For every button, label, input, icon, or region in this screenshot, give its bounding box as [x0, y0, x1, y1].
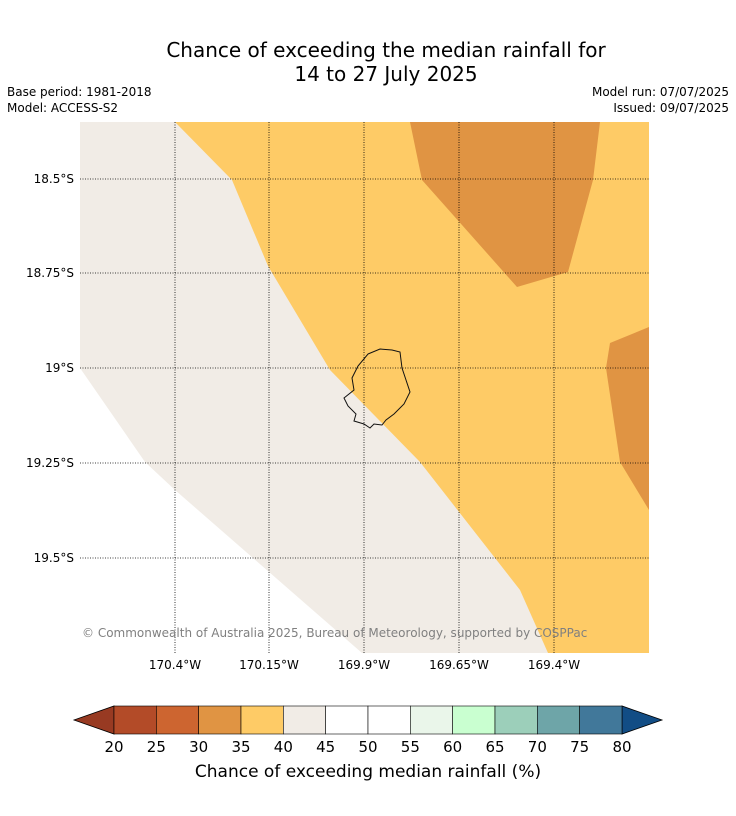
colorbar-segment	[156, 705, 199, 735]
lon-label: 170.15°W	[239, 658, 299, 672]
lon-label: 169.4°W	[528, 658, 580, 672]
colorbar-segment	[198, 705, 242, 735]
colorbar-segment	[367, 705, 411, 735]
title-line-1: Chance of exceeding the median rainfall …	[166, 38, 606, 62]
colorbar-tick-label: 45	[316, 738, 335, 756]
colorbar-segment	[537, 705, 580, 735]
colorbar-tick-label: 65	[485, 738, 504, 756]
colorbar-label: Chance of exceeding median rainfall (%)	[194, 762, 542, 782]
meta-left: Base period: 1981-2018 Model: ACCESS-S2	[7, 84, 152, 116]
colorbar-segment	[410, 705, 453, 735]
chart-title: Chance of exceeding the median rainfall …	[0, 38, 736, 86]
colorbar-segment	[325, 705, 369, 735]
colorbar-tick-label: 20	[104, 738, 123, 756]
colorbar: 20 25 30 35 40 45 50 55 60 65 70 75 80	[72, 705, 664, 756]
region-30-35-right	[606, 327, 649, 510]
colorbar-segment	[240, 705, 284, 735]
copyright-text: © Commonwealth of Australia 2025, Bureau…	[82, 626, 587, 640]
model-name: Model: ACCESS-S2	[7, 101, 119, 115]
colorbar-tick-label: 55	[401, 738, 420, 756]
colorbar-tick-label: 40	[274, 738, 293, 756]
colorbar-segment	[283, 705, 326, 735]
colorbar-segment	[579, 705, 623, 735]
colorbar-segment	[113, 705, 157, 735]
colorbar-tick-label: 75	[570, 738, 589, 756]
model-run: Model run: 07/07/2025	[591, 85, 729, 99]
colorbar-tick-label: 50	[358, 738, 377, 756]
colorbar-tick-label: 60	[443, 738, 462, 756]
region-50-55-corner	[80, 368, 362, 653]
lat-label: 19.5°S	[34, 551, 74, 565]
latitude-labels: 18.5°S 18.75°S 19°S 19.25°S 19.5°S	[26, 172, 74, 565]
lat-label: 18.75°S	[26, 266, 74, 280]
colorbar-segment	[452, 705, 496, 735]
region-50-55-small	[80, 610, 142, 653]
colorbar-tick-label: 70	[528, 738, 547, 756]
lon-label: 169.9°W	[338, 658, 390, 672]
colorbar-segment	[494, 705, 538, 735]
lat-label: 18.5°S	[34, 172, 74, 186]
title-line-2: 14 to 27 July 2025	[294, 62, 478, 86]
lon-label: 170.4°W	[149, 658, 201, 672]
lon-label: 169.65°W	[429, 658, 489, 672]
base-period: Base period: 1981-2018	[7, 85, 152, 99]
colorbar-over-arrow	[621, 705, 664, 735]
colorbar-tick-label: 25	[147, 738, 166, 756]
issued-date: Issued: 09/07/2025	[613, 101, 729, 115]
colorbar-tick-label: 35	[231, 738, 250, 756]
niue-island-outline	[343, 348, 411, 429]
lat-label: 19°S	[45, 361, 74, 375]
region-30-35-top	[410, 122, 600, 287]
grid-lines	[80, 122, 649, 653]
map-area	[80, 122, 649, 653]
lat-label: 19.25°S	[26, 456, 74, 470]
colorbar-tick-label: 80	[612, 738, 631, 756]
meta-right: Model run: 07/07/2025 Issued: 09/07/2025	[592, 84, 729, 116]
longitude-labels: 170.4°W 170.15°W 169.9°W 169.65°W 169.4°W	[149, 658, 580, 672]
colorbar-under-arrow	[72, 705, 115, 735]
colorbar-tick-label: 30	[189, 738, 208, 756]
